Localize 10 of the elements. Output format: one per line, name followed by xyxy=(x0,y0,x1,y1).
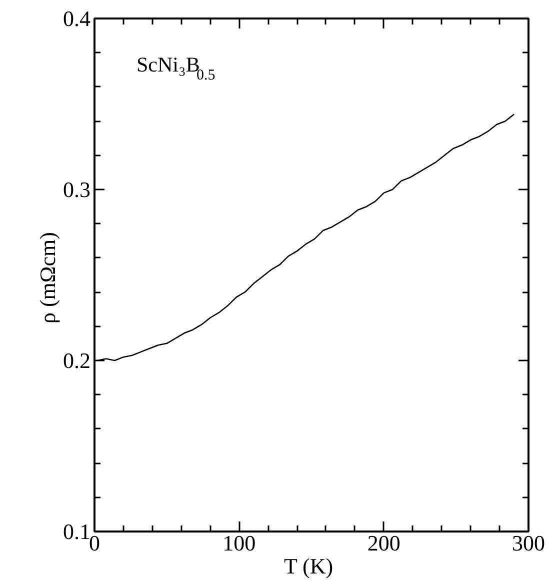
x-tick-label: 0 xyxy=(89,530,100,556)
y-tick-label: 0.3 xyxy=(63,177,90,202)
x-axis-title: T (K) xyxy=(284,554,334,578)
x-tick-label: 300 xyxy=(512,530,545,556)
x-tick-label: 200 xyxy=(367,530,400,556)
x-tick-label: 100 xyxy=(222,530,256,556)
y-tick-label: 0.1 xyxy=(63,519,90,544)
y-tick-label: 0.4 xyxy=(63,6,90,31)
y-axis-title: ρ (mΩcm) xyxy=(35,232,60,324)
y-tick-label: 0.2 xyxy=(63,348,90,373)
